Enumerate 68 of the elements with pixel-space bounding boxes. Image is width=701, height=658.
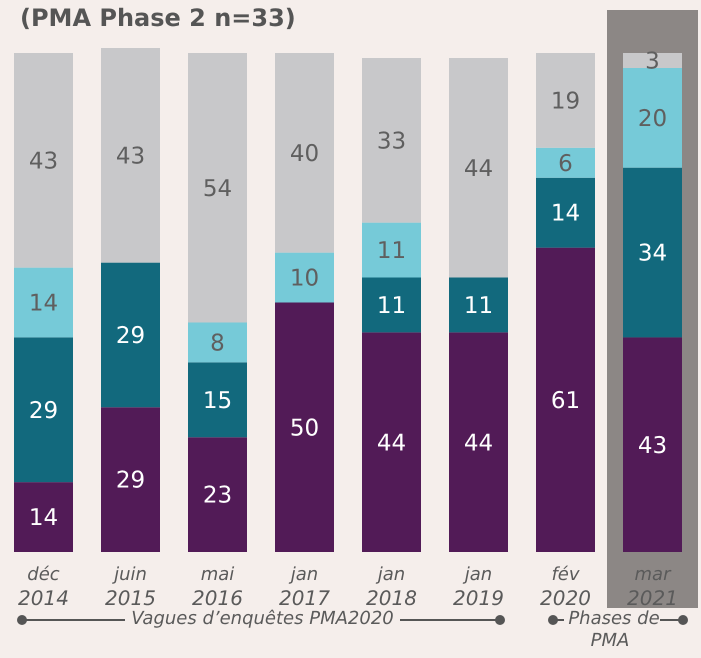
- data-label: 14: [28, 290, 58, 317]
- bar: [275, 252, 334, 302]
- data-label: 50: [290, 415, 320, 442]
- data-label: 6: [558, 150, 573, 177]
- bar: [14, 52, 73, 268]
- bar: [101, 407, 160, 552]
- data-label: 61: [550, 388, 580, 414]
- data-label: 11: [464, 293, 494, 320]
- data-label: 10: [290, 266, 320, 292]
- x-tick-label: fév 2020: [540, 564, 591, 610]
- data-label: 23: [202, 482, 232, 509]
- bar: [188, 52, 247, 322]
- bar: [362, 278, 421, 332]
- bar: [536, 148, 595, 178]
- bar: [362, 58, 421, 223]
- bar: [449, 58, 508, 278]
- bar: [101, 48, 160, 263]
- data-label: 29: [116, 468, 146, 494]
- bar: [623, 68, 682, 168]
- data-label: 44: [376, 430, 406, 456]
- bar: [14, 268, 73, 338]
- bar: [362, 332, 421, 552]
- bar: [362, 222, 421, 278]
- data-label: 3: [645, 48, 660, 75]
- data-label: 43: [116, 143, 146, 170]
- data-label: 19: [550, 88, 580, 114]
- data-label: 8: [210, 330, 225, 356]
- bar: [536, 248, 595, 552]
- x-tick-label: jan 2017: [279, 564, 330, 610]
- data-label: 29: [116, 322, 146, 349]
- data-label: 11: [376, 238, 406, 264]
- data-label: 34: [638, 240, 668, 267]
- data-label: 20: [638, 106, 668, 132]
- x-tick-label: juin 2015: [105, 564, 156, 610]
- bar: [623, 337, 682, 552]
- text: Vagues d’enquêtes PMA2020: [125, 608, 400, 629]
- bar: [188, 322, 247, 362]
- data-label: 29: [28, 398, 58, 424]
- bar: [14, 482, 73, 552]
- bar: [188, 437, 247, 552]
- data-label: 14: [28, 505, 58, 532]
- x-tick-label: jan 2019: [453, 564, 504, 610]
- bar: [275, 302, 334, 552]
- data-label: 54: [202, 176, 232, 202]
- bar: [449, 278, 508, 332]
- bar: [188, 362, 247, 438]
- data-label: 33: [376, 128, 406, 154]
- data-label: 15: [202, 388, 232, 414]
- x-tick-label: déc 2014: [18, 564, 69, 610]
- text: Phases de PMA: [564, 608, 660, 651]
- data-label: 43: [638, 432, 668, 459]
- bar: [536, 178, 595, 248]
- bar: [623, 168, 682, 338]
- chart-title: (PMA Phase 2 n=33): [20, 4, 296, 32]
- data-label: 11: [376, 293, 406, 320]
- data-label: 40: [290, 140, 320, 167]
- x-tick-label: mai 2016: [192, 564, 243, 610]
- data-label: 44: [464, 430, 494, 456]
- x-tick-label: jan 2018: [366, 564, 417, 610]
- bar: [275, 52, 334, 253]
- bar: [623, 52, 682, 68]
- bar: [536, 52, 595, 148]
- data-label: 43: [28, 148, 58, 174]
- bar: [14, 337, 73, 482]
- data-label: 44: [464, 156, 494, 182]
- bar: [449, 332, 508, 552]
- bar: [101, 262, 160, 408]
- data-label: 14: [550, 200, 580, 227]
